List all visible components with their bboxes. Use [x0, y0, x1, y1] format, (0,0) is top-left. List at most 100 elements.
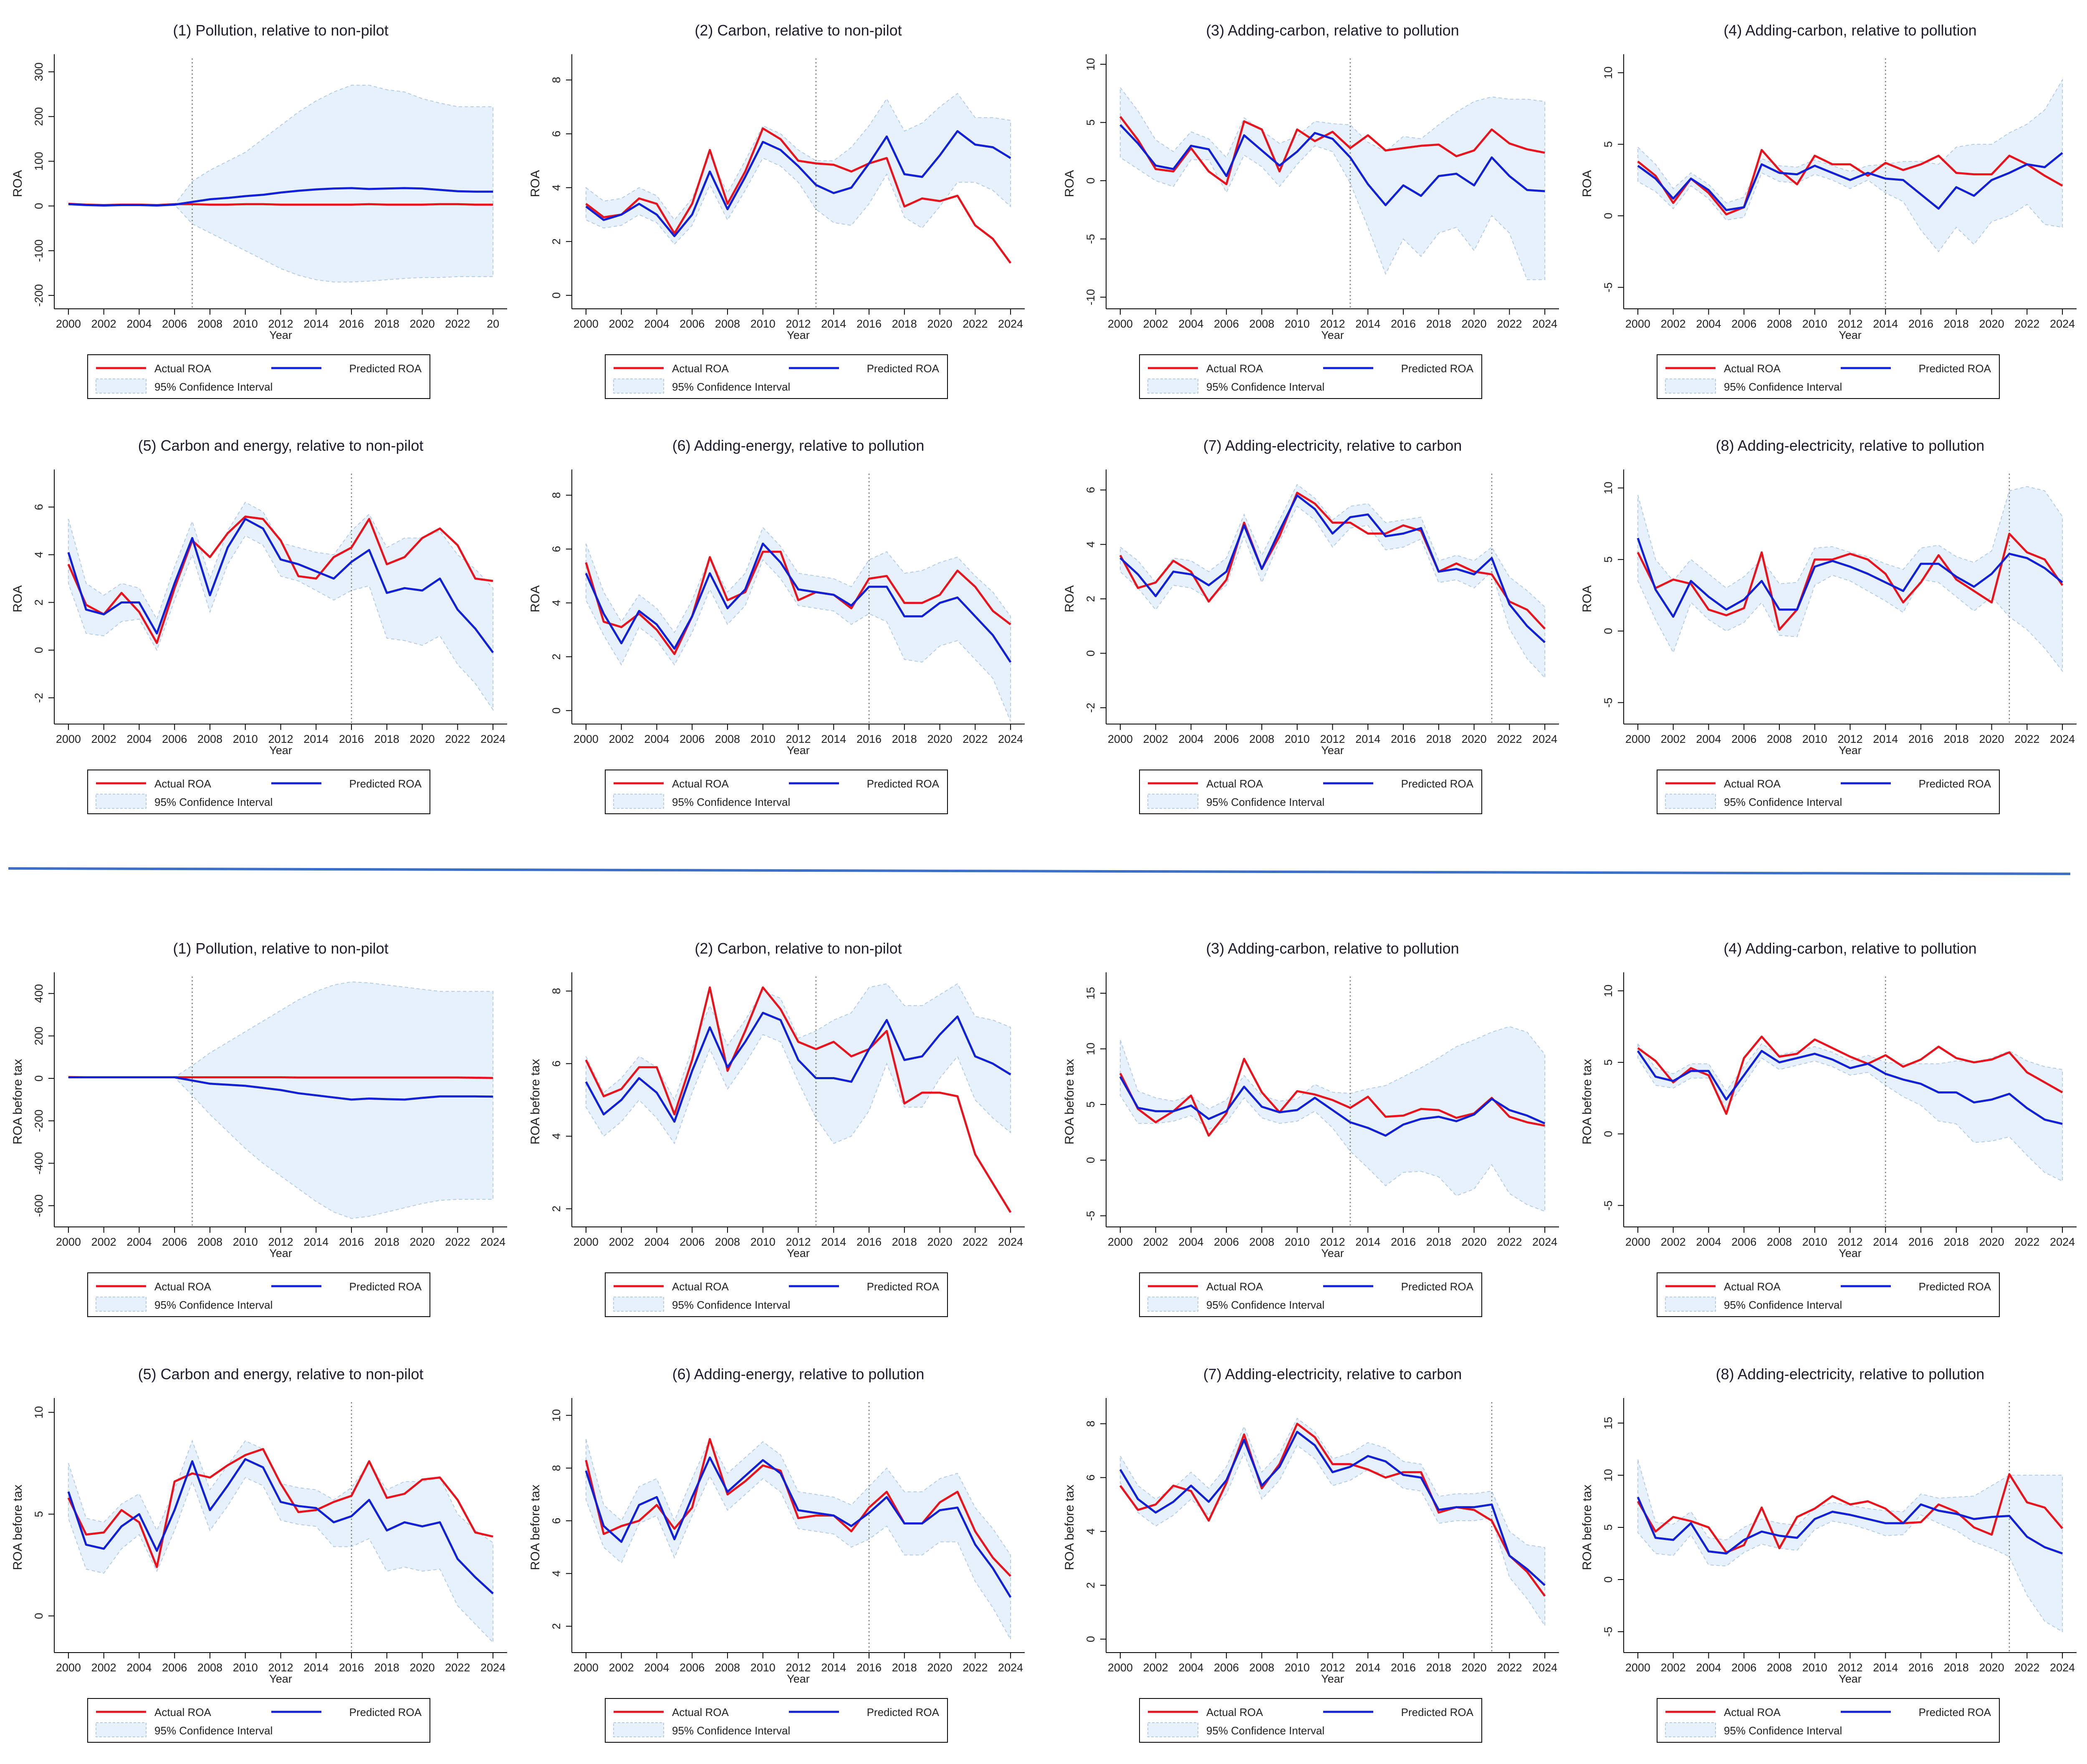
x-axis-label: Year	[269, 329, 292, 341]
x-tick-label: 2008	[197, 1661, 222, 1674]
chart-panel-16: (8) Adding-electricity, relative to poll…	[1580, 1365, 2077, 1743]
legend-ci-label: 95% Confidence Interval	[1724, 1299, 1842, 1311]
x-tick-label: 2022	[2014, 1661, 2039, 1674]
x-tick-label: 2018	[1426, 1661, 1451, 1674]
chart-panel-13: (5) Carbon and energy, relative to non-p…	[11, 1365, 507, 1743]
y-tick-label: 0	[33, 203, 45, 209]
y-tick-label: 8	[550, 988, 563, 994]
chart-title: (3) Adding-carbon, relative to pollution	[1206, 22, 1459, 39]
x-tick-label: 2004	[1696, 1661, 1721, 1674]
legend-actual-label: Actual ROA	[672, 362, 729, 375]
y-axis-label: ROA before tax	[1580, 1059, 1594, 1144]
actual-roa-line	[1119, 492, 1546, 630]
y-tick-label: 8	[550, 77, 563, 83]
y-tick-label: 10	[1602, 1469, 1615, 1481]
x-tick-label: 2004	[1696, 733, 1721, 745]
x-tick-label: 2024	[998, 318, 1023, 330]
y-tick-label: 0	[1084, 650, 1097, 656]
x-tick-label: 2018	[374, 318, 399, 330]
y-tick-label: -5	[1084, 1211, 1097, 1221]
x-tick-label: 2002	[609, 318, 634, 330]
y-tick-label: 2	[550, 1623, 563, 1629]
chart-panel-9: (1) Pollution, relative to non-pilot -600…	[11, 940, 507, 1317]
y-tick-label: -600	[33, 1194, 45, 1217]
legend-ci-label: 95% Confidence Interval	[1206, 1299, 1324, 1311]
x-tick-label: 2000	[1108, 1236, 1133, 1248]
x-tick-label: 2014	[303, 1236, 328, 1248]
x-tick-label: 2004	[1178, 1661, 1203, 1674]
y-tick-label: 10	[1602, 66, 1615, 79]
x-tick-label: 2002	[609, 1661, 634, 1674]
x-tick-label: 2006	[680, 318, 705, 330]
x-tick-label: 2018	[1944, 1236, 1969, 1248]
x-axis-label: Year	[1839, 744, 1862, 757]
x-tick-label: 2008	[715, 1661, 740, 1674]
legend-predicted-label: Predicted ROA	[1919, 777, 1991, 790]
x-tick-label: 2018	[892, 1236, 917, 1248]
actual-roa-line	[1637, 532, 2064, 631]
legend-ci-label: 95% Confidence Interval	[672, 1724, 790, 1737]
legend-actual-label: Actual ROA	[154, 1280, 211, 1293]
x-tick-label: 2016	[857, 1236, 882, 1248]
predicted-roa-line	[1119, 124, 1545, 207]
legend-actual-label: Actual ROA	[672, 1706, 729, 1719]
legend-actual-label: Actual ROA	[672, 1280, 729, 1293]
legend-predicted-label: Predicted ROA	[867, 1280, 940, 1293]
x-tick-label: 2000	[1625, 318, 1650, 330]
predicted-roa-line	[68, 187, 493, 207]
x-tick-label: 2022	[445, 1236, 470, 1248]
legend-predicted-label: Predicted ROA	[1919, 362, 1991, 375]
x-tick-label: 2024	[2050, 318, 2075, 330]
chart-title: (8) Adding-electricity, relative to poll…	[1716, 437, 1985, 454]
x-tick-label: 2014	[821, 1661, 846, 1674]
y-axis-label: ROA	[11, 585, 25, 612]
y-tick-label: 4	[550, 1133, 563, 1139]
x-tick-label: 2010	[1802, 318, 1827, 330]
x-tick-label: 2022	[445, 733, 470, 745]
legend-actual-label: Actual ROA	[1206, 362, 1263, 375]
x-tick-label: 2014	[1355, 318, 1380, 330]
y-tick-label: 6	[1084, 487, 1097, 493]
x-tick-label: 2012	[786, 1236, 811, 1248]
x-tick-label: 2012	[1837, 733, 1862, 745]
x-tick-label: 2010	[750, 733, 776, 745]
x-tick-label: 2008	[715, 733, 740, 745]
legend-ci-swatch	[1147, 379, 1198, 394]
chart-title: (4) Adding-carbon, relative to pollution	[1723, 940, 1976, 957]
x-tick-label: 2004	[1696, 1236, 1721, 1248]
x-tick-label: 2010	[1802, 733, 1827, 745]
x-tick-label: 2014	[1873, 318, 1898, 330]
legend: Actual ROA Predicted ROA 95% Confidence In…	[605, 1698, 948, 1743]
x-tick-label: 2010	[1285, 733, 1310, 745]
x-tick-label: 2022	[963, 1236, 988, 1248]
legend-predicted-label: Predicted ROA	[349, 777, 422, 790]
x-tick-label: 2020	[1979, 733, 2004, 745]
x-tick-label: 2012	[1320, 318, 1345, 330]
y-tick-label: 5	[1602, 1059, 1615, 1065]
legend-predicted-label: Predicted ROA	[1401, 1280, 1474, 1293]
x-tick-label: 2018	[374, 1661, 399, 1674]
y-tick-label: 0	[33, 647, 45, 653]
y-tick-label: 0	[1602, 628, 1615, 634]
x-tick-label: 2020	[927, 733, 953, 745]
legend: Actual ROA Predicted ROA 95% Confidence In…	[1657, 354, 2000, 399]
x-tick-label: 2000	[574, 318, 599, 330]
predicted-roa-line	[1637, 152, 2063, 211]
actual-roa-line	[67, 515, 493, 644]
y-tick-label: 6	[33, 504, 45, 510]
legend-ci-swatch	[613, 794, 664, 809]
x-tick-label: 2006	[162, 1236, 187, 1248]
legend-ci-swatch	[1147, 794, 1198, 809]
y-axis-label: ROA before tax	[11, 1484, 25, 1570]
x-tick-label: 2022	[2014, 733, 2039, 745]
x-tick-label: 2016	[339, 733, 364, 745]
ci-band	[68, 981, 494, 1219]
y-tick-label: 10	[1602, 482, 1615, 494]
y-tick-label: -5	[1602, 283, 1615, 293]
legend-ci-swatch	[1665, 1297, 1716, 1312]
x-tick-label: 2002	[91, 1236, 116, 1248]
y-tick-label: 200	[33, 107, 45, 126]
x-axis-label: Year	[1839, 1247, 1862, 1259]
x-tick-label: 2010	[1802, 1236, 1827, 1248]
